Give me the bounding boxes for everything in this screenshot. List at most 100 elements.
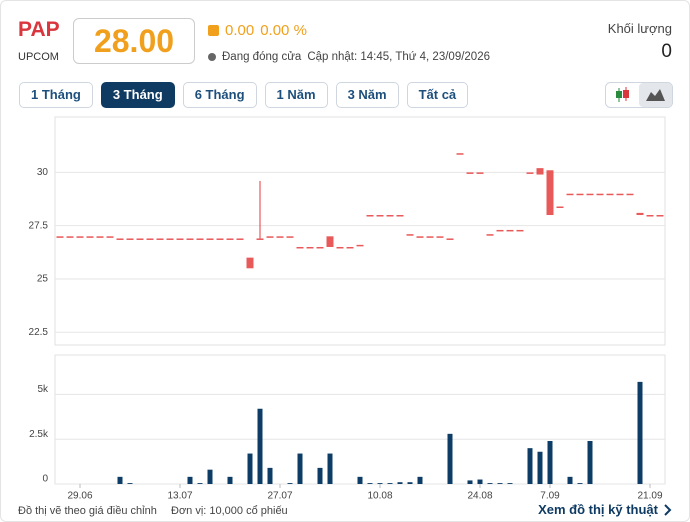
candle-body: [476, 172, 484, 174]
technical-link[interactable]: Xem đồ thị kỹ thuật: [538, 502, 672, 517]
range-button[interactable]: 6 Tháng: [182, 82, 257, 108]
candle-body: [226, 238, 234, 240]
change-value: 0.00: [225, 22, 255, 39]
range-button[interactable]: Tất cả: [406, 82, 469, 108]
volume-bar: [327, 453, 333, 484]
volume-bar: [197, 483, 203, 484]
candle-body: [136, 238, 144, 240]
chart-type-toggle[interactable]: [605, 82, 673, 108]
volume-bar: [487, 483, 493, 484]
candle-body: [526, 172, 534, 174]
y-tick-label: 27.5: [29, 220, 49, 231]
candle-body: [346, 246, 354, 249]
volume-bar: [377, 483, 383, 484]
candle-body: [206, 238, 214, 240]
volume-bar: [447, 433, 453, 484]
candle-body: [536, 168, 544, 175]
candle-body: [486, 234, 494, 236]
candle-body: [466, 172, 474, 174]
candle-body: [366, 215, 374, 217]
volume-bar: [507, 483, 513, 484]
status-dot: [208, 53, 216, 61]
y-tick-label: 5k: [37, 384, 49, 395]
volume-bar: [257, 408, 263, 484]
volume-bar: [537, 451, 543, 484]
y-tick-label: 2.5k: [29, 429, 49, 440]
candle-body: [316, 246, 324, 249]
candle-body: [646, 215, 654, 217]
volume-bar: [187, 476, 193, 484]
volume-bar: [117, 476, 123, 484]
candle-body: [586, 193, 594, 196]
arrow-icon: [664, 503, 672, 516]
range-button[interactable]: 3 Năm: [335, 82, 399, 108]
candle-body: [576, 193, 584, 196]
candle-body: [396, 215, 404, 217]
x-tick-label: 7.09: [540, 491, 560, 502]
volume-bar: [297, 453, 303, 484]
x-tick-label: 27.07: [267, 491, 292, 502]
volume-bar: [567, 476, 573, 484]
candle-body: [186, 238, 194, 240]
y-tick-label: 30: [37, 167, 49, 178]
candle-body: [176, 238, 184, 240]
candle-body: [546, 170, 554, 216]
candle-body: [266, 236, 274, 238]
candle-body: [376, 215, 384, 217]
range-button[interactable]: 3 Tháng: [100, 82, 175, 108]
candle-body: [556, 206, 564, 208]
candle-body: [456, 153, 464, 155]
candle-body: [356, 244, 364, 247]
status: Đang đóng cửa Cập nhật: 14:45, Thứ 4, 23…: [208, 51, 490, 63]
price-panel: [54, 116, 666, 346]
candle-body: [86, 236, 94, 238]
x-tick-label: 21.09: [637, 491, 662, 502]
volume-bar: [387, 483, 393, 484]
volume-bar: [587, 441, 593, 484]
candle-body: [516, 229, 524, 232]
technical-link-text[interactable]: Xem đồ thị kỹ thuật: [538, 502, 658, 517]
candle-body: [606, 193, 614, 196]
candle-body: [446, 238, 454, 240]
candle-body: [256, 238, 264, 240]
updated: Cập nhật: 14:45, Thứ 4, 23/09/2026: [307, 51, 490, 63]
candle-body: [336, 246, 344, 249]
candle-body: [636, 212, 644, 216]
candle-body: [156, 238, 164, 240]
change-icon: [208, 25, 219, 36]
status-text: Đang đóng cửa: [222, 51, 302, 63]
x-tick-label: 13.07: [167, 491, 192, 502]
candle-body: [196, 238, 204, 240]
change: 0.00 0.00 %: [208, 22, 307, 39]
candle-body: [66, 236, 74, 238]
x-tick-label: 24.08: [467, 491, 492, 502]
candle-body: [286, 236, 294, 238]
candle-body: [166, 238, 174, 240]
candle-body: [146, 238, 154, 240]
x-tick-label: 10.08: [367, 491, 392, 502]
toggle-active: [639, 83, 672, 107]
candle-body: [116, 238, 124, 240]
range-button[interactable]: 1 Năm: [264, 82, 328, 108]
volume-bar: [467, 480, 473, 484]
volume-bar: [577, 483, 583, 484]
candle-body: [496, 229, 504, 232]
candle-body: [106, 236, 114, 238]
volume-label: Khối lượng: [607, 21, 672, 36]
candle-body: [236, 238, 244, 240]
range-button[interactable]: 1 Tháng: [19, 82, 93, 108]
volume-bar: [247, 453, 253, 484]
volume-bar: [287, 483, 293, 484]
candle-body: [416, 236, 424, 238]
x-tick-label: 29.06: [67, 491, 92, 502]
symbol: PAP: [18, 18, 60, 41]
candle-body: [56, 236, 64, 238]
candle-body: [246, 257, 254, 269]
y-tick-label: 0: [42, 474, 48, 485]
volume-bar: [207, 469, 213, 484]
footer-note: Đồ thị vẽ theo giá điều chỉnh: [18, 505, 157, 517]
candle-body: [616, 193, 624, 196]
candle-body: [506, 229, 514, 232]
